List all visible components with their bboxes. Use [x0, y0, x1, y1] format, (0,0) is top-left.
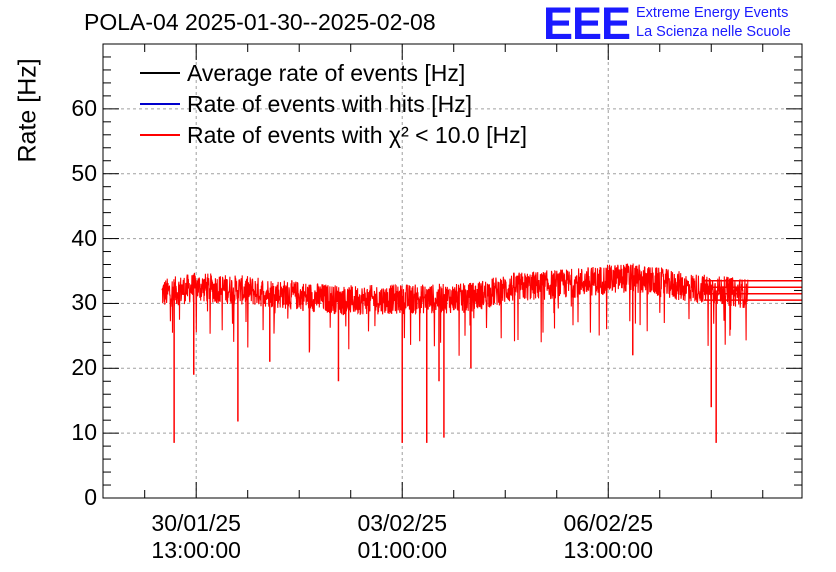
chart-title: POLA-04 2025-01-30--2025-02-08 [84, 9, 436, 35]
legend-label-average: Average rate of events [Hz] [187, 60, 466, 86]
y-tick-label: 60 [71, 94, 97, 121]
x-tick-time: 13:00:00 [151, 537, 241, 563]
y-tick-label: 0 [84, 484, 97, 510]
legend-label-chi2: Rate of events with χ² < 10.0 [Hz] [187, 122, 527, 148]
x-tick-date: 03/02/25 [357, 510, 447, 536]
legend-swatch-average [140, 72, 180, 74]
logo-line-1: Extreme Energy Events [636, 5, 789, 21]
y-axis-label: Rate [Hz] [13, 58, 42, 163]
x-tick-label: 06/02/25 13:00:00 [543, 510, 673, 564]
legend-swatch-chi2 [140, 134, 180, 136]
x-tick-label: 03/02/25 01:00:00 [337, 510, 467, 564]
x-tick-time: 13:00:00 [563, 537, 653, 563]
eee-logo-text: Extreme Energy Events La Scienza nelle S… [636, 4, 791, 42]
x-tick-date: 30/01/25 [151, 510, 241, 536]
plot-frame [102, 43, 803, 499]
x-tick-time: 01:00:00 [357, 537, 447, 563]
x-tick-label: 30/01/25 13:00:00 [131, 510, 261, 564]
y-tick-label: 40 [71, 224, 97, 251]
y-tick-label: 30 [71, 289, 97, 316]
series-chi2-line [161, 263, 749, 356]
legend-swatch-hits [140, 103, 180, 105]
legend-label-hits: Rate of events with hits [Hz] [187, 91, 473, 117]
y-tick-label: 20 [71, 354, 97, 381]
y-tick-label: 50 [71, 159, 97, 186]
eee-logo: EEE [543, 0, 631, 49]
y-tick-label: 10 [71, 419, 97, 446]
logo-line-2: La Scienza nelle Scuole [636, 24, 791, 40]
x-tick-date: 06/02/25 [563, 510, 653, 536]
